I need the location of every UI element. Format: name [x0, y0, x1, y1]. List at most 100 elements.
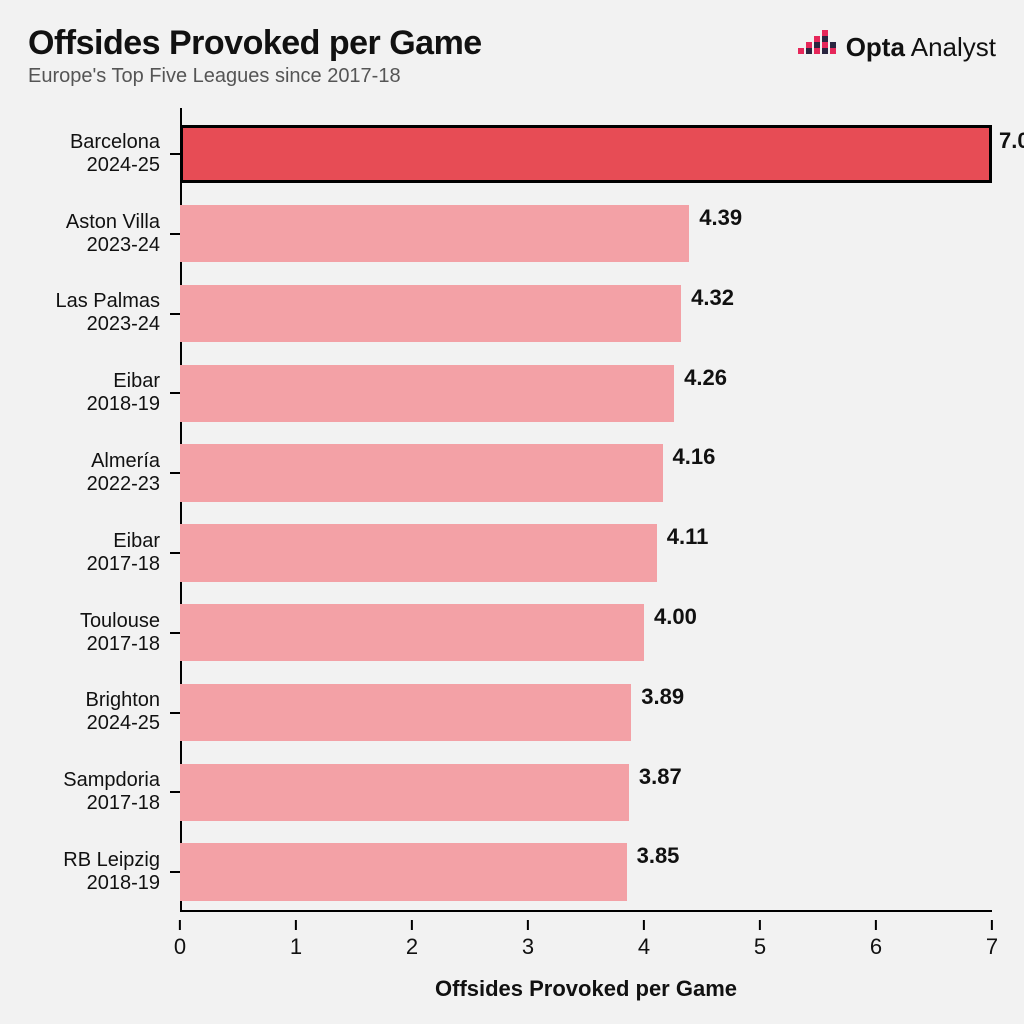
opta-logo-text: Opta Analyst	[846, 32, 996, 63]
bar-value-label: 4.16	[673, 444, 716, 470]
bar-row: 3.87	[180, 764, 992, 821]
bar-row: 4.39	[180, 205, 992, 262]
y-axis-category-label: Aston Villa2023-24	[66, 194, 160, 274]
season-label: 2017-18	[80, 633, 160, 656]
y-axis-category-label: Toulouse2017-18	[80, 593, 160, 673]
y-axis-category-label: Brighton2024-25	[86, 673, 161, 753]
bar: 4.26	[180, 365, 674, 422]
y-axis-category-label: Eibar2018-19	[87, 353, 160, 433]
y-tick-mark	[170, 472, 180, 474]
x-tick-mark	[527, 920, 529, 930]
season-label: 2018-19	[63, 872, 160, 895]
chart-title: Offsides Provoked per Game	[28, 24, 482, 63]
title-block: Offsides Provoked per Game Europe's Top …	[28, 24, 482, 88]
x-tick: 7	[986, 920, 998, 960]
y-axis-category-label: Sampdoria2017-18	[63, 752, 160, 832]
bar-value-label: 7.00	[999, 128, 1024, 154]
bar: 3.85	[180, 843, 627, 900]
y-axis-category-label: Eibar2017-18	[87, 513, 160, 593]
x-tick-mark	[875, 920, 877, 930]
season-label: 2024-25	[86, 712, 161, 735]
bar: 4.16	[180, 444, 663, 501]
x-tick-label: 5	[754, 934, 766, 960]
bar: 4.32	[180, 285, 681, 342]
bar-value-label: 4.11	[667, 524, 709, 550]
x-tick-mark	[991, 920, 993, 930]
x-tick-label: 1	[290, 934, 302, 960]
bar-value-label: 4.26	[684, 365, 727, 391]
bar-row: 4.16	[180, 444, 992, 501]
bar-row: 4.26	[180, 365, 992, 422]
y-tick-mark	[170, 712, 180, 714]
bar-value-label: 4.39	[699, 205, 742, 231]
x-tick-label: 7	[986, 934, 998, 960]
y-tick-mark	[170, 313, 180, 315]
team-name: Toulouse	[80, 610, 160, 633]
x-tick: 6	[870, 920, 882, 960]
y-tick-mark	[170, 153, 180, 155]
x-tick: 0	[174, 920, 186, 960]
x-tick: 4	[638, 920, 650, 960]
bar-row: 7.00	[180, 125, 992, 182]
season-label: 2017-18	[87, 553, 160, 576]
season-label: 2023-24	[56, 313, 161, 336]
bar: 4.39	[180, 205, 689, 262]
bar-row: 3.85	[180, 843, 992, 900]
bar-row: 4.11	[180, 524, 992, 581]
y-axis-category-label: Barcelona2024-25	[70, 114, 160, 194]
y-axis-labels: Barcelona2024-25Aston Villa2023-24Las Pa…	[0, 114, 174, 912]
season-label: 2017-18	[63, 792, 160, 815]
bar-row: 4.00	[180, 604, 992, 661]
x-tick-label: 6	[870, 934, 882, 960]
opta-logo-icon	[798, 30, 838, 64]
x-tick-label: 4	[638, 934, 650, 960]
x-tick-mark	[759, 920, 761, 930]
x-tick-label: 2	[406, 934, 418, 960]
x-tick: 2	[406, 920, 418, 960]
x-tick-label: 3	[522, 934, 534, 960]
bar: 4.00	[180, 604, 644, 661]
x-axis-title: Offsides Provoked per Game	[180, 976, 992, 1002]
x-tick: 1	[290, 920, 302, 960]
y-tick-mark	[170, 632, 180, 634]
team-name: Brighton	[86, 689, 161, 712]
y-tick-mark	[170, 392, 180, 394]
bar-value-label: 3.87	[639, 764, 682, 790]
team-name: Almería	[87, 450, 160, 473]
y-axis-category-label: Almería2022-23	[87, 433, 160, 513]
bar-value-label: 4.00	[654, 604, 697, 630]
bar-value-label: 3.89	[641, 684, 684, 710]
x-tick-mark	[643, 920, 645, 930]
opta-logo: Opta Analyst	[798, 30, 996, 64]
bar-value-label: 3.85	[637, 843, 680, 869]
x-tick: 5	[754, 920, 766, 960]
x-tick-mark	[411, 920, 413, 930]
season-label: 2022-23	[87, 473, 160, 496]
y-tick-mark	[170, 791, 180, 793]
x-tick-mark	[295, 920, 297, 930]
logo-text-light: Analyst	[905, 32, 996, 62]
bar-row: 4.32	[180, 285, 992, 342]
team-name: Eibar	[87, 370, 160, 393]
season-label: 2018-19	[87, 393, 160, 416]
team-name: Barcelona	[70, 131, 160, 154]
bar: 7.00	[180, 125, 992, 182]
y-tick-mark	[170, 233, 180, 235]
bar: 4.11	[180, 524, 657, 581]
team-name: RB Leipzig	[63, 849, 160, 872]
season-label: 2023-24	[66, 234, 160, 257]
team-name: Las Palmas	[56, 290, 161, 313]
y-axis-category-label: Las Palmas2023-24	[56, 274, 161, 354]
season-label: 2024-25	[70, 154, 160, 177]
bars-container: 7.004.394.324.264.164.114.003.893.873.85	[180, 114, 992, 912]
chart-plot-area: 7.004.394.324.264.164.114.003.893.873.85	[180, 114, 992, 912]
logo-text-bold: Opta	[846, 32, 905, 62]
x-tick-mark	[179, 920, 181, 930]
y-tick-mark	[170, 552, 180, 554]
team-name: Sampdoria	[63, 769, 160, 792]
chart-header: Offsides Provoked per Game Europe's Top …	[28, 24, 996, 88]
chart-subtitle: Europe's Top Five Leagues since 2017-18	[28, 65, 482, 88]
x-tick: 3	[522, 920, 534, 960]
y-tick-mark	[170, 871, 180, 873]
team-name: Aston Villa	[66, 211, 160, 234]
